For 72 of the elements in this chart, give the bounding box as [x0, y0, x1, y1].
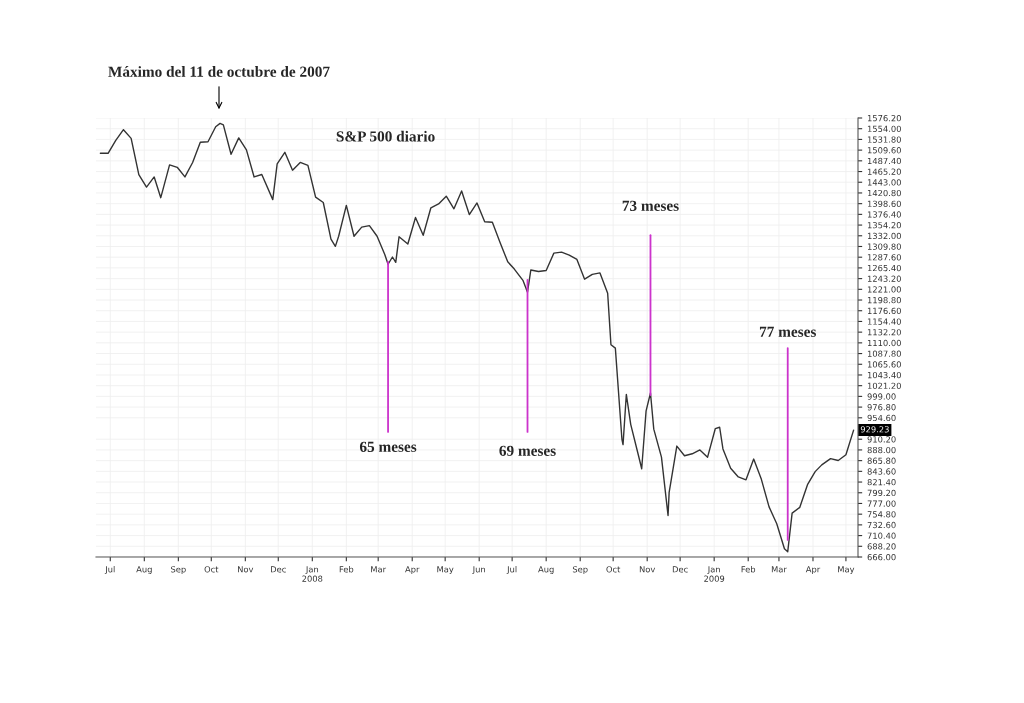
y-tick-label: 1531.80 [867, 136, 901, 143]
y-tick-label: 1243.20 [867, 275, 901, 282]
ref-line-label: 69 meses [499, 445, 556, 456]
x-tick-label: Mar [771, 566, 787, 573]
y-tick-label: 1309.80 [867, 243, 901, 250]
y-tick-label: 821.40 [867, 479, 896, 486]
line-series [99, 122, 855, 553]
y-tick-label: 1487.40 [867, 157, 901, 165]
y-tick-label: 754.80 [867, 511, 896, 518]
x-tick-label: Aug [538, 566, 554, 575]
x-tick-label: Feb [339, 566, 354, 573]
x-tick-label: Nov [238, 566, 254, 573]
x-tick-label: Jul [506, 566, 517, 575]
y-tick-label: 1554.00 [867, 125, 901, 132]
y-tick-label: 1465.20 [867, 168, 901, 175]
y-tick-label: 732.60 [867, 521, 896, 529]
y-tick-label: 888.00 [867, 446, 896, 454]
x-tick-label: Apr [405, 566, 420, 575]
text: S&P 500 diario [336, 130, 435, 142]
y-tick-label: 688.20 [867, 543, 896, 550]
y-tick-label: 710.40 [867, 532, 896, 539]
x-tick-label: Dec [672, 566, 688, 573]
x-tick-label: Jan 2008 [302, 566, 323, 582]
x-tick-label: Sep [171, 566, 186, 575]
y-tick-label: 1065.60 [867, 361, 901, 368]
x-tick-label: Oct [204, 566, 219, 573]
x-tick-label: Oct [606, 566, 621, 573]
y-tick-label: 1332.00 [867, 232, 901, 240]
y-tick-label: 1221.00 [867, 286, 901, 293]
y-tick-label: 999.00 [867, 393, 896, 400]
y-tick-label: 843.60 [867, 468, 896, 475]
y-tick-label: 799.20 [867, 489, 896, 497]
y-tick-label: 1154.40 [867, 318, 901, 325]
x-tick-label: Mar [371, 566, 387, 573]
x-tick-label: Jun [472, 566, 485, 575]
y-tick-label: 1043.40 [867, 371, 901, 379]
x-tick-label: Apr [805, 566, 821, 575]
y-tick-label: 1087.80 [867, 350, 901, 357]
ref-line-label: 73 meses [622, 200, 679, 211]
y-tick-label: 1576.20 [867, 114, 901, 122]
text: Máximo del 11 de octubre de 2007 [108, 66, 330, 77]
x-tick-label: May [838, 566, 855, 575]
y-tick-label: 1287.60 [867, 254, 901, 261]
y-tick-label: 910.20 [867, 436, 896, 443]
ref-line-label: 65 meses [359, 441, 417, 452]
y-tick-label: 954.60 [867, 414, 896, 422]
x-tick-label: Dec [271, 566, 286, 573]
y-tick-label: 1398.60 [867, 200, 901, 207]
x-tick-label: Nov [639, 566, 656, 573]
y-tick-label: 1509.60 [867, 147, 901, 154]
y-tick-label: 1132.20 [867, 329, 901, 336]
y-tick-label: 1176.60 [867, 307, 901, 315]
x-tick-label: Feb [741, 566, 756, 573]
y-tick-label: 1443.00 [867, 179, 901, 186]
x-tick-label: Jul [104, 566, 115, 575]
x-tick-label: Sep [572, 566, 588, 575]
x-tick-label: Jan 2009 [704, 566, 725, 582]
annotation: 929.23 [860, 426, 889, 433]
ref-line-label: 77 meses [759, 326, 816, 337]
y-tick-label: 1376.40 [867, 211, 901, 218]
y-tick-label: 1354.20 [867, 222, 901, 229]
y-tick-label: 777.00 [867, 500, 896, 507]
y-tick-label: 1420.80 [867, 189, 901, 197]
y-tick-label: 1110.00 [867, 339, 901, 347]
y-tick-label: 1021.20 [867, 382, 901, 389]
y-tick-label: 976.80 [867, 404, 896, 411]
y-tick-label: 865.80 [867, 457, 896, 464]
y-tick-label: 666.00 [867, 553, 896, 561]
x-tick-label: Aug [136, 566, 152, 575]
y-tick-label: 1198.80 [867, 297, 901, 304]
y-tick-label: 1265.40 [867, 264, 901, 272]
x-tick-label: May [437, 566, 454, 575]
